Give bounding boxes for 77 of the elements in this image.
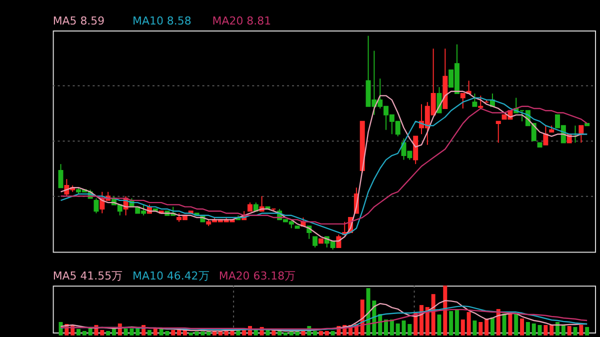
bar <box>544 324 548 336</box>
bar <box>301 330 306 336</box>
text: MA10 46.42万 <box>132 270 210 283</box>
candlestick <box>496 120 501 144</box>
bar <box>538 324 542 336</box>
candlestick <box>58 164 64 188</box>
text: MA5 8.59 <box>52 14 105 28</box>
candlestick <box>413 136 418 165</box>
bar <box>579 324 584 336</box>
text: MA20 8.81 <box>212 14 272 28</box>
bar <box>177 330 182 336</box>
bar <box>460 320 465 336</box>
bar <box>330 330 335 336</box>
bar <box>283 332 288 336</box>
bar <box>82 330 86 336</box>
bar <box>171 330 176 336</box>
bar <box>425 307 430 336</box>
bar <box>496 309 500 336</box>
candlestick <box>312 236 318 248</box>
bar <box>206 331 211 336</box>
bar <box>318 330 323 336</box>
bar <box>218 331 222 336</box>
candlestick <box>578 125 584 144</box>
bar <box>278 330 282 336</box>
bar <box>408 324 412 336</box>
text: MA5 41.55万 <box>52 270 123 283</box>
bar <box>396 323 400 336</box>
bar <box>153 328 158 336</box>
bar <box>236 330 240 336</box>
bar <box>242 330 246 336</box>
bar <box>585 326 590 336</box>
bar <box>313 330 318 336</box>
bar <box>556 322 560 336</box>
text: MA20 63.18万 <box>218 270 296 283</box>
bar <box>567 326 572 336</box>
bar <box>431 294 436 336</box>
bar <box>561 324 566 336</box>
bar <box>443 286 448 336</box>
bar <box>490 318 494 336</box>
bar <box>390 320 394 336</box>
bar <box>514 313 518 336</box>
bar <box>254 330 258 336</box>
bar <box>454 310 459 336</box>
bar <box>147 330 152 336</box>
bar <box>484 318 489 336</box>
bar <box>472 320 477 336</box>
bar <box>88 328 92 336</box>
candlestick <box>472 93 478 107</box>
candlestick <box>94 198 99 214</box>
bar <box>295 331 300 336</box>
bar <box>437 314 442 336</box>
bar <box>508 313 512 336</box>
bar <box>502 314 506 336</box>
bar <box>289 331 294 336</box>
candlestick <box>543 125 548 146</box>
candlestick <box>478 95 484 109</box>
bar <box>449 311 454 336</box>
bar <box>324 330 329 336</box>
bar <box>224 330 228 336</box>
bar <box>532 323 536 336</box>
bar <box>212 331 217 336</box>
bar <box>384 320 388 336</box>
bar <box>112 328 116 336</box>
bar <box>188 332 193 336</box>
bar <box>106 330 110 336</box>
bar <box>466 312 471 336</box>
bar <box>550 324 554 336</box>
bar <box>136 328 140 336</box>
bar <box>520 318 524 336</box>
bar <box>266 330 270 336</box>
candlestick <box>336 234 342 248</box>
bar <box>478 322 483 336</box>
bar <box>76 328 80 336</box>
bar <box>272 330 276 336</box>
bar <box>100 330 104 336</box>
text: MA10 8.58 <box>132 14 192 28</box>
bar <box>526 322 530 336</box>
